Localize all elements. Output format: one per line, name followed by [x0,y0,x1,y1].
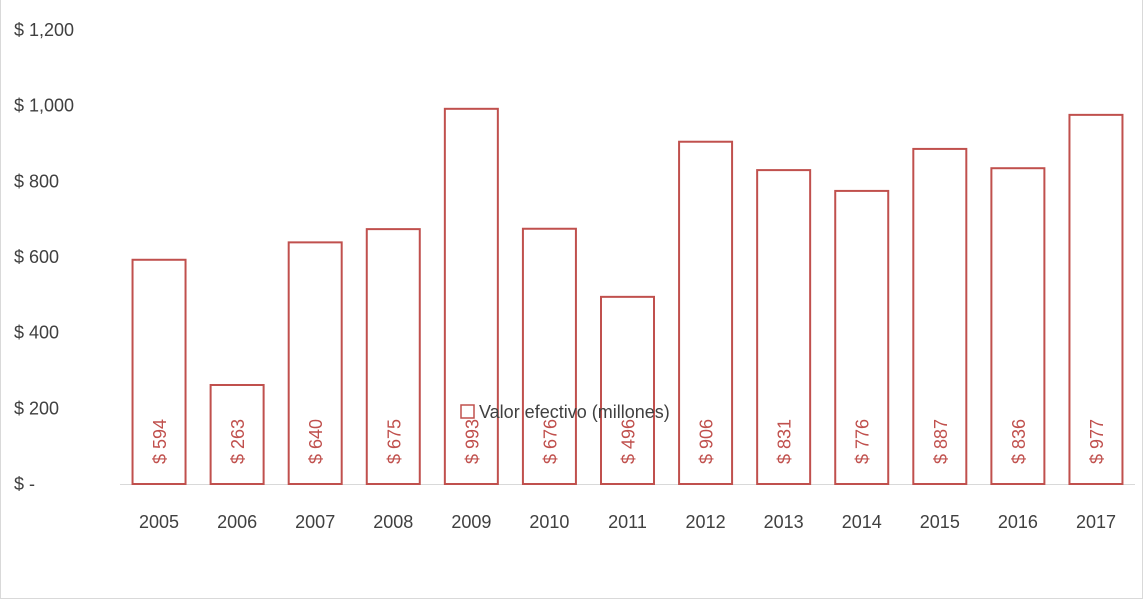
legend-label: Valor efectivo (millones) [479,402,670,422]
bar-data-label: $ 496 [619,419,639,464]
x-tick-label: 2005 [139,512,179,532]
bar-data-label: $ 776 [853,419,873,464]
x-tick-label: 2014 [842,512,882,532]
bar [443,107,499,485]
legend: Valor efectivo (millones) [460,402,670,422]
y-tick-label: $ 400 [14,323,59,343]
bar [521,227,577,485]
bar-data-label: $ 887 [931,419,951,464]
bar [990,167,1046,485]
x-tick-label: 2017 [1076,512,1116,532]
legend-swatch [460,404,475,419]
bar [756,169,812,485]
bar [209,383,265,485]
x-tick-label: 2012 [686,512,726,532]
x-tick-label: 2013 [764,512,804,532]
bar [287,241,343,485]
bar [600,295,655,486]
bar [1068,113,1124,485]
x-tick-label: 2011 [608,512,647,532]
x-tick-label: 2016 [998,512,1038,532]
bar-series: $ 594 $ 263 $ 640 $ 675 $ 993 $ 676 $ 496 $ 906… [131,107,1124,486]
x-tick-label: 2007 [295,512,335,532]
x-axis-tick-labels: 2005 2006 2007 2008 2009 2010 2011 2012 2013 2014… [139,512,1116,532]
x-tick-label: 2008 [373,512,413,532]
y-tick-label: $ 1,000 [14,96,74,116]
y-tick-label: $ 800 [14,171,59,191]
y-tick-label: $ 1,200 [14,20,74,40]
bar-data-label: $ 977 [1087,419,1107,464]
bar [834,189,890,485]
bar [365,228,421,485]
y-tick-label: $ 600 [14,247,59,267]
y-axis-tick-labels: $ - $ 200 $ 400 $ 600 $ 800 $ 1,000 $ 1,200 [14,20,74,494]
bar [912,147,968,485]
x-tick-label: 2015 [920,512,960,532]
bar-data-label: $ 676 [540,419,560,464]
bar [678,140,734,485]
bar-data-label: $ 831 [775,419,795,464]
bar-data-label: $ 594 [150,419,170,464]
x-tick-label: 2006 [217,512,257,532]
bar-data-label: $ 675 [384,419,404,464]
bar [131,258,187,485]
bar-data-label: $ 993 [462,419,482,464]
y-tick-label: $ 200 [14,398,59,418]
y-tick-label: $ - [14,474,35,494]
bar-data-label: $ 263 [228,419,248,464]
bar-data-label: $ 640 [306,419,326,464]
x-tick-label: 2010 [529,512,569,532]
x-tick-label: 2009 [451,512,491,532]
bar-data-label: $ 836 [1009,419,1029,464]
bar-data-label: $ 906 [697,419,717,464]
